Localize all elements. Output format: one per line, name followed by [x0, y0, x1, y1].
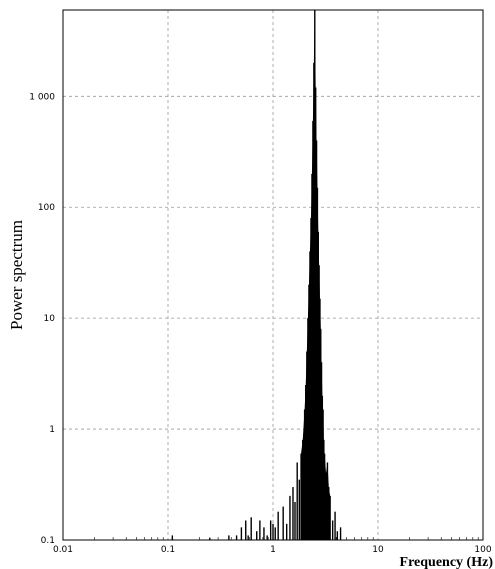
y-axis-ticks: 0.1 1 10 100 1 000: [29, 92, 55, 546]
y-tick-label: 100: [38, 203, 55, 213]
grid: [63, 10, 483, 540]
x-tick-label: 10: [372, 545, 384, 555]
y-axis-title: Power spectrum: [7, 220, 26, 330]
x-tick-label: 100: [474, 545, 491, 555]
x-tick-label: 0.01: [53, 545, 73, 555]
bars: [171, 10, 342, 540]
y-tick-label: 1: [49, 425, 55, 435]
plot-border: [62, 9, 484, 541]
x-axis-ticks: 0.01 0.1 1 10 100: [53, 537, 492, 555]
x-tick-label: 0.1: [161, 545, 175, 555]
spectrum-peak-fill: [301, 10, 331, 540]
y-tick-label: 0.1: [41, 536, 55, 546]
x-tick-label: 1: [270, 545, 276, 555]
x-axis-title: Frequency (Hz): [400, 555, 494, 569]
y-tick-label: 10: [44, 314, 56, 324]
y-tick-label: 1 000: [29, 92, 55, 102]
